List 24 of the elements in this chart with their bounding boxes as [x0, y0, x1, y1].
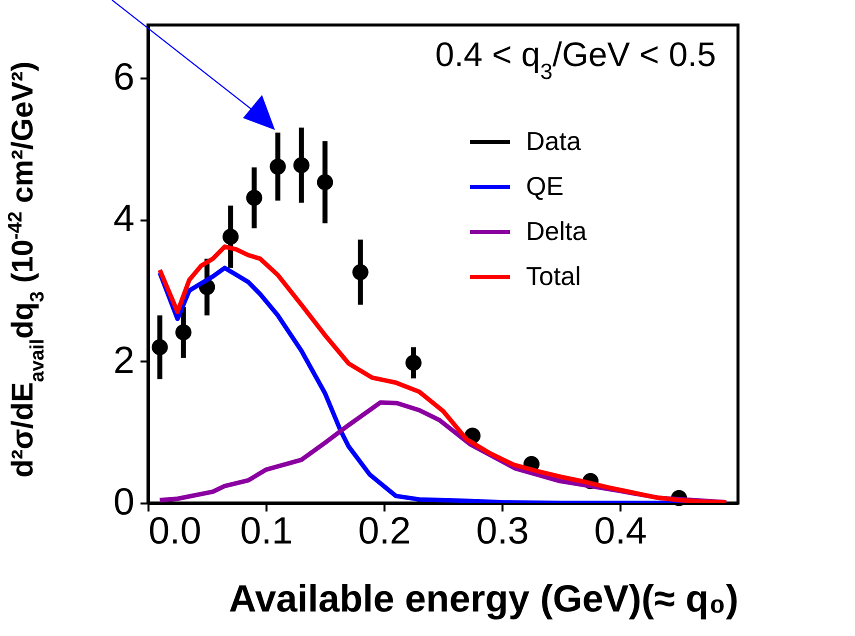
legend-label: Data [526, 126, 582, 156]
legend-label: Total [526, 261, 581, 291]
point [293, 157, 310, 174]
point [316, 174, 334, 190]
legend-label: Delta [526, 216, 588, 246]
point [175, 324, 192, 340]
point [405, 354, 422, 371]
x-tick-label: 0.2 [358, 510, 411, 552]
point [222, 228, 239, 245]
legend-label: QE [526, 171, 564, 201]
y-tick-label: 4 [113, 198, 134, 240]
point [246, 190, 262, 206]
x-tick-label: 0.0 [148, 510, 202, 552]
x-tick-label: 0.1 [240, 510, 293, 552]
x-tick-label: 0.4 [594, 510, 647, 552]
y-tick-label: 2 [113, 340, 134, 382]
y-tick-label: 0 [113, 482, 134, 524]
point [270, 158, 286, 175]
point [152, 339, 168, 356]
x-tick-label: 0.3 [476, 510, 529, 552]
y-tick-label: 6 [113, 56, 134, 99]
point [352, 264, 368, 280]
x-axis-title: Available energy (GeV)(≈ q₀) [228, 578, 738, 620]
annotation: 0.4 < q$_{3}$/GeV < 0.5 [435, 36, 716, 84]
